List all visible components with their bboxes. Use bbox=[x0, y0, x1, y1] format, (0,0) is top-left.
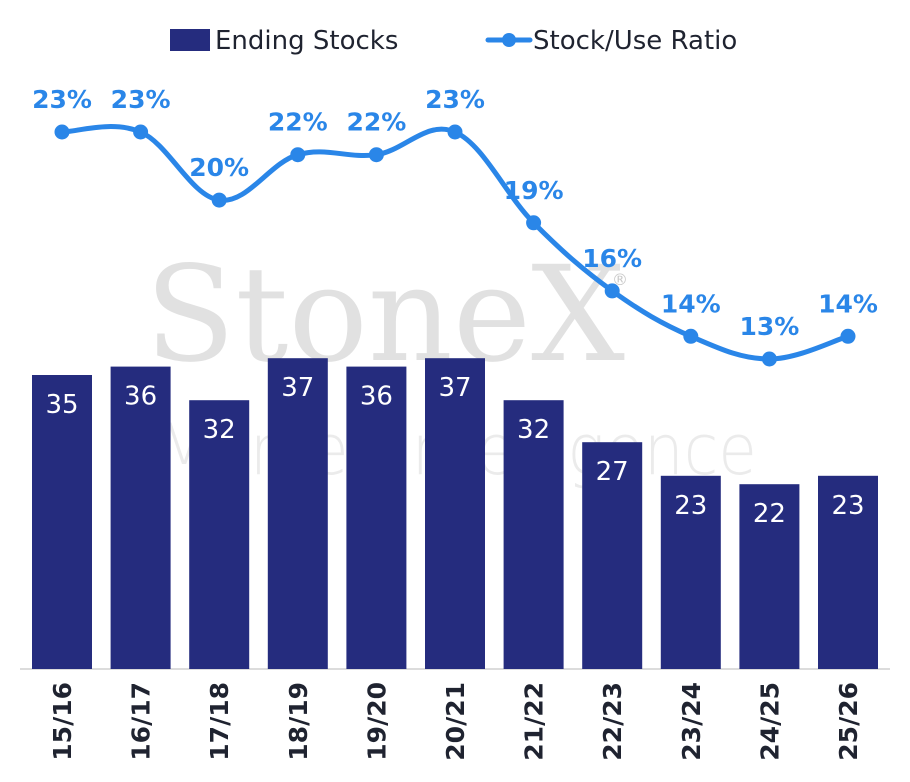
bar-value-label: 37 bbox=[438, 373, 471, 403]
x-tick-label: 20/21 bbox=[441, 682, 470, 761]
bar-15-16 bbox=[32, 375, 92, 669]
ratio-point-23-24 bbox=[683, 328, 699, 344]
bar-value-label: 22 bbox=[753, 499, 786, 529]
bar-16-17 bbox=[110, 366, 171, 669]
x-tick-label: 15/16 bbox=[48, 682, 77, 761]
ratio-point-21-22 bbox=[526, 215, 542, 231]
ratio-value-label: 13% bbox=[739, 312, 799, 341]
bar-value-label: 32 bbox=[517, 415, 550, 445]
bar-19-20 bbox=[346, 366, 407, 669]
ratio-value-label: 20% bbox=[189, 153, 249, 182]
watermark-brand: StoneX bbox=[145, 238, 625, 392]
ratio-value-label: 23% bbox=[425, 85, 485, 114]
legend-label-ending-stocks: Ending Stocks bbox=[215, 26, 398, 56]
x-tick-label: 17/18 bbox=[205, 682, 234, 761]
ratio-point-18-19 bbox=[290, 147, 306, 163]
legend-label-stock-use-ratio: Stock/Use Ratio bbox=[533, 26, 737, 56]
ratio-point-22-23 bbox=[604, 283, 620, 299]
ratio-value-label: 14% bbox=[818, 289, 878, 318]
bar-value-label: 23 bbox=[831, 491, 864, 521]
ratio-value-label: 14% bbox=[661, 289, 721, 318]
legend-marker-stock-use-ratio bbox=[502, 33, 516, 47]
ratio-value-label: 19% bbox=[504, 176, 564, 205]
bar-series: 35 36 32 37 36 37 32 27 23 22 23 bbox=[32, 358, 878, 669]
bar-22-23 bbox=[582, 442, 643, 669]
bar-value-label: 35 bbox=[45, 390, 78, 420]
x-tick-label: 21/22 bbox=[520, 682, 549, 761]
ratio-value-label: 16% bbox=[582, 244, 642, 273]
ratio-value-label: 23% bbox=[32, 85, 92, 114]
x-tick-label: 19/20 bbox=[362, 682, 391, 761]
bar-20-21 bbox=[425, 358, 485, 669]
ratio-value-label: 22% bbox=[268, 108, 328, 137]
ratio-value-label: 23% bbox=[111, 85, 171, 114]
legend-swatch-ending-stocks bbox=[170, 29, 210, 51]
bar-17-18 bbox=[189, 400, 250, 669]
legend: Ending Stocks Stock/Use Ratio bbox=[170, 26, 737, 56]
line-series: 23% 23% 20% 22% 22% 23% 19% 16% 14% 13% 14% bbox=[32, 85, 878, 367]
x-tick-label: 25/26 bbox=[834, 682, 863, 761]
ratio-point-19-20 bbox=[368, 147, 384, 163]
x-tick-label: 24/25 bbox=[755, 682, 784, 761]
ratio-point-25-26 bbox=[840, 328, 856, 344]
bar-value-label: 32 bbox=[203, 415, 236, 445]
bar-25-26 bbox=[818, 475, 878, 669]
ratio-point-17-18 bbox=[211, 192, 227, 208]
bar-value-label: 27 bbox=[596, 457, 629, 487]
bar-21-22 bbox=[503, 400, 564, 669]
ratio-point-16-17 bbox=[133, 124, 149, 140]
bar-value-label: 23 bbox=[674, 491, 707, 521]
watermark-registered-mark: ® bbox=[612, 270, 628, 289]
x-tick-label: 22/23 bbox=[598, 682, 627, 761]
ratio-value-label: 22% bbox=[346, 108, 406, 137]
x-tick-label: 23/24 bbox=[677, 682, 706, 761]
bar-24-25 bbox=[739, 484, 800, 669]
ratio-point-15-16 bbox=[54, 124, 70, 140]
bar-value-label: 37 bbox=[281, 373, 314, 403]
x-axis-ticks: 15/16 16/17 17/18 18/19 19/20 20/21 21/22 22/23… bbox=[48, 682, 863, 761]
x-tick-label: 18/19 bbox=[284, 682, 313, 761]
ratio-point-20-21 bbox=[447, 124, 463, 140]
bar-value-label: 36 bbox=[360, 382, 393, 412]
bar-value-label: 36 bbox=[124, 382, 157, 412]
bar-23-24 bbox=[660, 475, 721, 669]
x-tick-label: 16/17 bbox=[127, 682, 156, 761]
bar-18-19 bbox=[267, 358, 328, 669]
ratio-point-24-25 bbox=[761, 351, 777, 367]
